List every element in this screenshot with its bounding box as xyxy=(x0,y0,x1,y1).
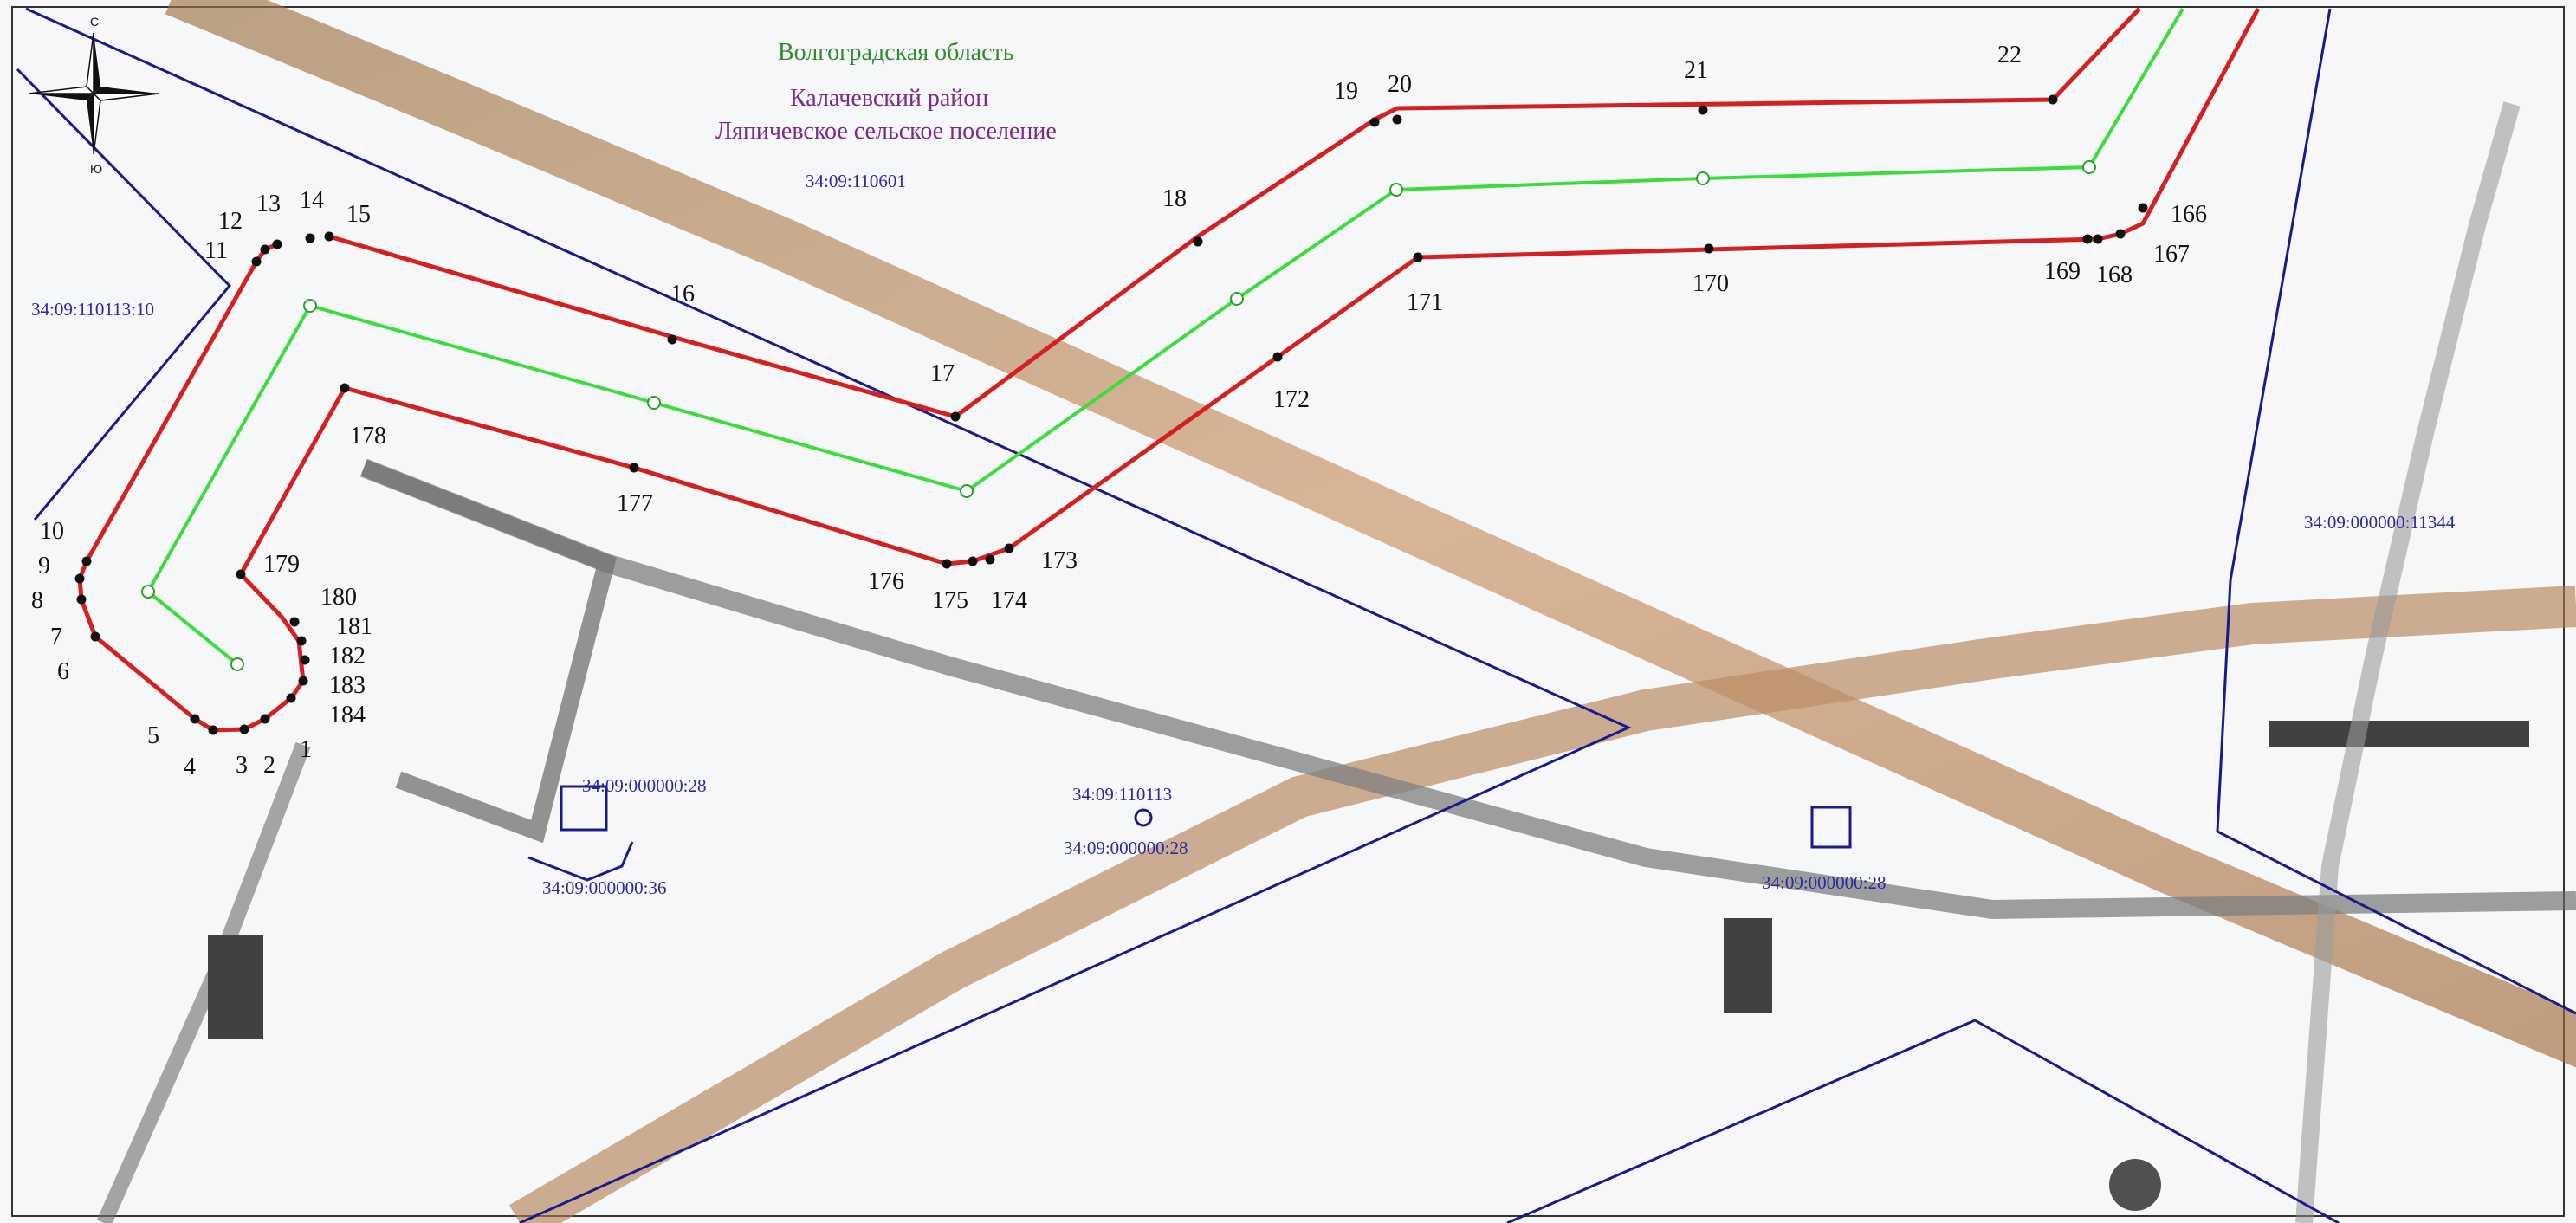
cadastral-label: 34:09:000000:36 xyxy=(542,877,667,898)
cadastral-boundaries xyxy=(16,7,2576,1223)
point-label: 9 xyxy=(38,553,50,579)
point-label: 168 xyxy=(2096,262,2133,288)
point-label: 7 xyxy=(50,624,62,650)
point-label: 174 xyxy=(991,587,1027,614)
point-label: 176 xyxy=(868,568,904,595)
point-label: 10 xyxy=(40,518,64,545)
parcel-square-2 xyxy=(1810,806,1852,849)
boundary-vertices xyxy=(74,94,2148,735)
parcel-square-1 xyxy=(560,785,608,832)
point-label: 12 xyxy=(218,208,243,235)
region-label: Волгоградская область xyxy=(778,39,1014,66)
point-label: 171 xyxy=(1407,289,1443,316)
compass-north-label: С xyxy=(90,15,99,29)
cadastral-label: 34:09:000000:28 xyxy=(1064,838,1188,858)
cadastral-label: 34:09:000000:28 xyxy=(1762,872,1887,893)
point-label: 169 xyxy=(2044,258,2081,285)
point-label: 173 xyxy=(1041,547,1078,574)
cadastral-labels: 34:09:110601 34:09:110113:10 34:09:00000… xyxy=(31,171,2456,898)
cadastral-label: 34:09:110113 xyxy=(1072,784,1172,805)
axis-green-line xyxy=(141,7,2184,671)
point-label: 175 xyxy=(932,587,968,614)
cadastral-line-main xyxy=(25,7,1632,1223)
point-label: 6 xyxy=(57,658,69,685)
compass-rose: С Ю xyxy=(28,15,159,176)
cadastral-line-bottom xyxy=(1506,1019,2340,1223)
cadastral-label: 34:09:110601 xyxy=(806,171,906,191)
point-label: 15 xyxy=(346,201,371,228)
point-label: 2 xyxy=(263,752,275,779)
admin-labels: Волгоградская область Калачевский район … xyxy=(715,39,1057,145)
point-label: 5 xyxy=(147,722,159,749)
settlement-label: Ляпичевское сельское поселение xyxy=(715,118,1057,145)
point-label: 22 xyxy=(1997,42,2022,68)
point-label: 182 xyxy=(329,643,366,670)
point-label: 183 xyxy=(329,672,366,699)
point-label: 177 xyxy=(617,490,653,517)
dark-patch-4 xyxy=(2109,1159,2161,1211)
dirt-track-2 xyxy=(360,459,617,844)
dark-patch-3 xyxy=(2269,721,2529,747)
point-label: 18 xyxy=(1162,185,1187,212)
cadastral-label: 34:09:000000:28 xyxy=(582,775,707,796)
point-label: 172 xyxy=(1273,386,1310,413)
point-label: 19 xyxy=(1334,78,1358,105)
cadastral-line-right xyxy=(2216,8,2576,1015)
parcel-circle xyxy=(1134,808,1153,827)
point-label: 8 xyxy=(31,587,43,614)
point-label: 180 xyxy=(320,584,357,611)
parcel-bracket xyxy=(527,841,634,882)
cadastral-label: 34:09:000000:11344 xyxy=(2304,512,2456,533)
point-label: 3 xyxy=(236,752,248,779)
diagonal-road xyxy=(508,586,2576,1223)
point-label: 17 xyxy=(930,360,955,387)
imagery-layer xyxy=(96,0,2576,1223)
point-label: 178 xyxy=(350,423,386,450)
axis-line xyxy=(146,7,2184,666)
cadastral-label: 34:09:110113:10 xyxy=(31,299,154,320)
axis-vertices xyxy=(141,160,2096,671)
point-label: 179 xyxy=(263,551,300,578)
dark-patch-2 xyxy=(1724,918,1772,1013)
point-label: 13 xyxy=(256,191,281,217)
right-track xyxy=(2295,101,2521,1223)
point-label: 166 xyxy=(2171,201,2207,228)
point-label: 16 xyxy=(670,281,695,307)
point-label: 11 xyxy=(204,237,228,264)
point-label: 167 xyxy=(2153,241,2190,268)
point-label: 14 xyxy=(300,187,324,214)
point-label: 1 xyxy=(300,736,312,763)
dark-patch-1 xyxy=(208,935,263,1039)
point-label: 181 xyxy=(336,613,372,640)
main-road xyxy=(165,0,2576,1068)
cadastral-line-left xyxy=(16,68,232,521)
compass-south-label: Ю xyxy=(90,162,102,176)
point-label: 20 xyxy=(1388,71,1412,98)
district-label: Калачевский район xyxy=(790,85,988,112)
point-labels: 1 2 3 4 5 6 7 8 9 10 11 12 13 14 15 16 1… xyxy=(31,42,2207,780)
point-label: 184 xyxy=(329,702,366,728)
boundary-line-lower xyxy=(328,7,2141,419)
point-label: 170 xyxy=(1693,270,1729,297)
point-label: 4 xyxy=(184,754,196,780)
point-label: 21 xyxy=(1684,57,1708,84)
